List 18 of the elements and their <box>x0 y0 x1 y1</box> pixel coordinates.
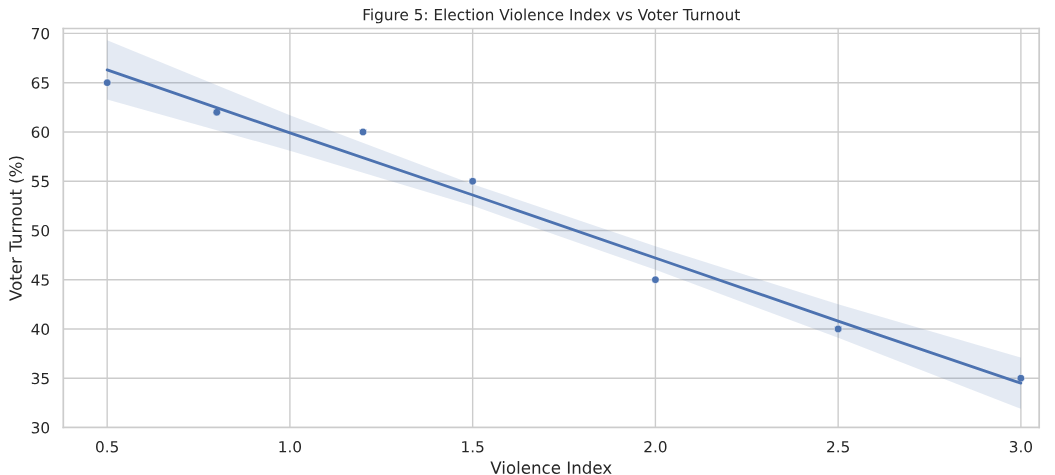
x-tick-label: 2.5 <box>827 440 849 453</box>
y-tick-label: 45 <box>31 274 49 286</box>
chart-title: Figure 5: Election Violence Index vs Voter Turnout <box>363 8 740 24</box>
y-tick-label: 60 <box>31 126 50 138</box>
y-tick-label: 55 <box>31 175 49 188</box>
x-tick-label: 1.0 <box>279 440 302 453</box>
y-tick-label: 30 <box>31 421 50 434</box>
x-tick-label: 3.0 <box>1009 440 1033 453</box>
x-axis-title: Violence Index <box>490 461 612 474</box>
x-tick-label: 2.0 <box>644 440 667 453</box>
y-tick-label: 50 <box>31 224 50 237</box>
x-tick-label: 1.5 <box>462 441 484 453</box>
y-tick-label: 70 <box>31 27 50 40</box>
y-tick-label: 40 <box>31 323 50 335</box>
y-tick-label: 65 <box>31 77 49 89</box>
y-tick-label: 35 <box>31 372 49 385</box>
x-tick-label: 0.5 <box>96 440 118 453</box>
y-axis-title: Voter Turnout (%) <box>9 156 24 301</box>
